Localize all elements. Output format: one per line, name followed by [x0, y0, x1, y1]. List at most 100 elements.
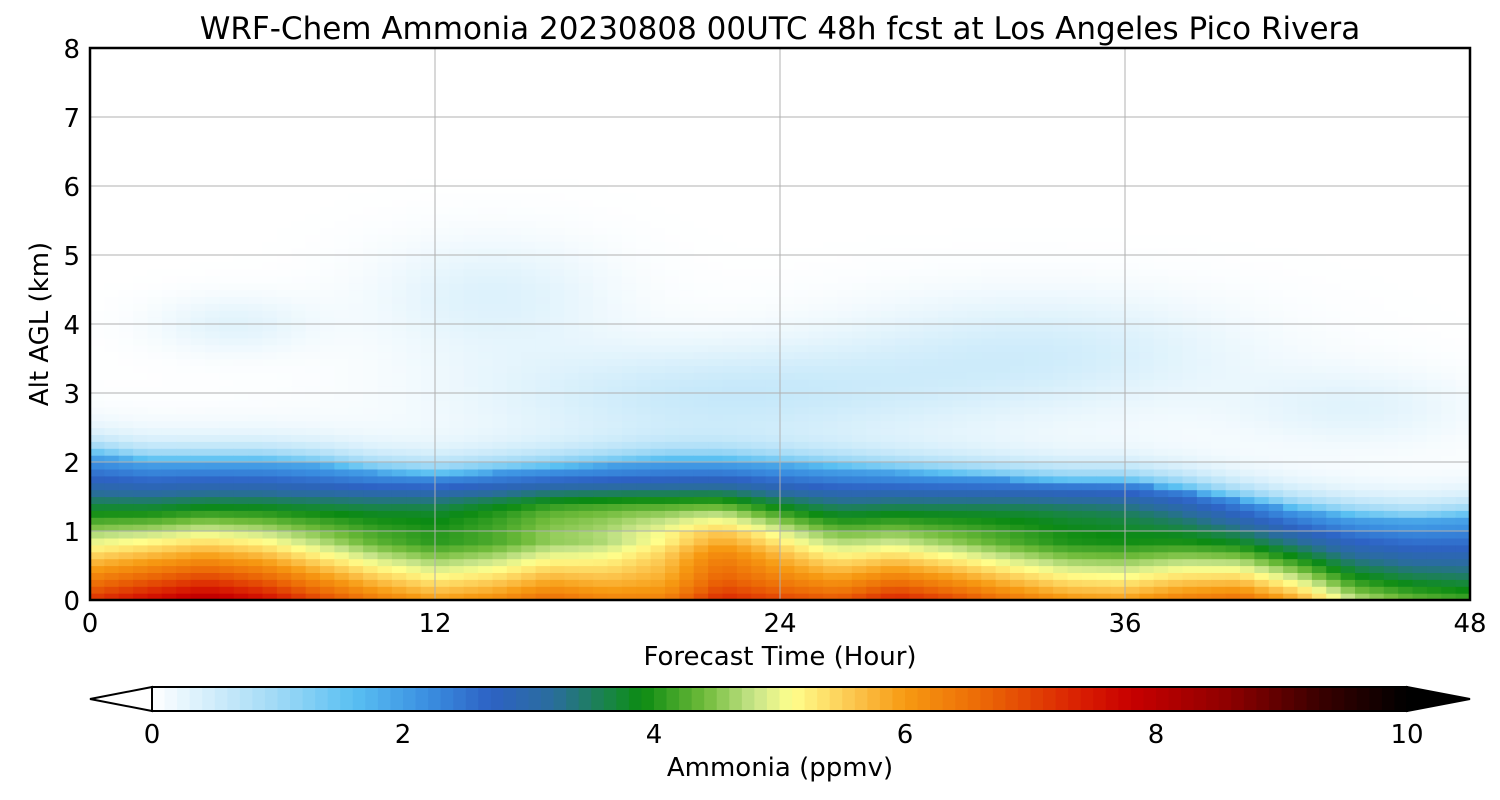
heatmap-cell — [535, 89, 551, 97]
heatmap-cell — [693, 379, 709, 387]
heatmap-cell — [736, 261, 752, 270]
heatmap-cell — [621, 199, 637, 208]
heatmap-cell — [205, 524, 220, 532]
heatmap-cell — [435, 413, 450, 422]
heatmap-cell — [780, 310, 795, 318]
heatmap-cell — [650, 544, 666, 553]
heatmap-cell — [837, 296, 853, 304]
heatmap-cell — [851, 303, 867, 311]
heatmap-cell — [133, 186, 149, 194]
heatmap-cell — [147, 220, 163, 228]
heatmap-cell — [751, 186, 767, 194]
heatmap-cell — [262, 372, 278, 380]
heatmap-cell — [751, 565, 767, 573]
heatmap-cell — [650, 462, 666, 470]
heatmap-cell — [679, 234, 695, 242]
heatmap-cell — [866, 351, 882, 360]
heatmap-cell — [104, 551, 120, 560]
heatmap-cell — [966, 206, 982, 215]
heatmap-cell — [938, 572, 954, 580]
heatmap-cell — [420, 68, 436, 77]
heatmap-cell — [866, 441, 882, 449]
heatmap-cell — [923, 365, 939, 373]
heatmap-cell — [535, 248, 551, 256]
heatmap-cell — [233, 565, 249, 573]
heatmap-cell — [621, 206, 637, 215]
heatmap-cell — [621, 427, 637, 435]
heatmap-cell — [406, 517, 422, 525]
heatmap-cell — [90, 48, 105, 56]
heatmap-cell — [550, 324, 565, 332]
heatmap-cell — [348, 524, 364, 532]
heatmap-cell — [147, 565, 163, 573]
heatmap-cell — [190, 393, 206, 401]
heatmap-cell — [190, 151, 206, 159]
heatmap-cell — [535, 448, 551, 456]
heatmap-cell — [808, 365, 824, 373]
heatmap-cell — [593, 558, 609, 567]
heatmap-cell — [521, 89, 537, 97]
heatmap-cell — [780, 372, 795, 380]
heatmap-cell — [938, 89, 954, 97]
heatmap-cell — [377, 144, 393, 153]
heatmap-cell — [636, 241, 652, 249]
heatmap-cell — [923, 379, 939, 387]
heatmap-cell — [722, 372, 738, 380]
heatmap-cell — [880, 282, 896, 291]
heatmap-cell — [305, 489, 321, 498]
heatmap-cell — [823, 386, 839, 394]
heatmap-cell — [808, 358, 824, 366]
heatmap-cell — [564, 393, 580, 401]
heatmap-cell — [693, 517, 709, 525]
heatmap-cell — [305, 531, 321, 539]
heatmap-cell — [118, 413, 134, 422]
heatmap-cell — [880, 248, 896, 256]
heatmap-cell — [938, 579, 954, 587]
heatmap-cell — [550, 89, 565, 97]
heatmap-cell — [780, 213, 795, 222]
heatmap-cell — [104, 144, 120, 153]
heatmap-cell — [348, 186, 364, 194]
heatmap-cell — [808, 482, 824, 491]
heatmap-cell — [880, 61, 896, 70]
heatmap-cell — [320, 441, 335, 449]
heatmap-cell — [866, 365, 882, 373]
heatmap-cell — [233, 593, 249, 600]
heatmap-cell — [607, 275, 623, 284]
heatmap-cell — [363, 551, 379, 560]
heatmap-cell — [118, 427, 134, 435]
heatmap-cell — [593, 337, 609, 346]
heatmap-cell — [966, 413, 982, 422]
heatmap-cell — [895, 117, 910, 125]
heatmap-cell — [837, 137, 853, 146]
heatmap-cell — [305, 503, 321, 511]
heatmap-cell — [564, 455, 580, 463]
heatmap-cell — [780, 227, 795, 235]
heatmap-cell — [133, 427, 149, 435]
heatmap-cell — [851, 372, 867, 380]
heatmap-cell — [233, 137, 249, 146]
heatmap-cell — [248, 351, 264, 360]
heatmap-cell — [449, 117, 465, 125]
heatmap-cell — [363, 344, 379, 353]
heatmap-cell — [535, 144, 551, 153]
heatmap-cell — [823, 179, 839, 187]
heatmap-cell — [794, 531, 810, 539]
heatmap-cell — [320, 213, 335, 222]
heatmap-cell — [593, 234, 609, 242]
heatmap-cell — [981, 482, 997, 491]
heatmap-cell — [621, 82, 637, 90]
heatmap-cell — [506, 441, 522, 449]
heatmap-cell — [550, 544, 565, 553]
heatmap-cell — [823, 89, 839, 97]
heatmap-cell — [780, 261, 795, 270]
heatmap-cell — [636, 344, 652, 353]
heatmap-cell — [851, 565, 867, 573]
heatmap-cell — [420, 455, 436, 463]
heatmap-cell — [320, 337, 335, 346]
heatmap-cell — [391, 427, 407, 435]
heatmap-cell — [492, 503, 508, 511]
heatmap-cell — [866, 379, 882, 387]
heatmap-cell — [190, 496, 206, 504]
